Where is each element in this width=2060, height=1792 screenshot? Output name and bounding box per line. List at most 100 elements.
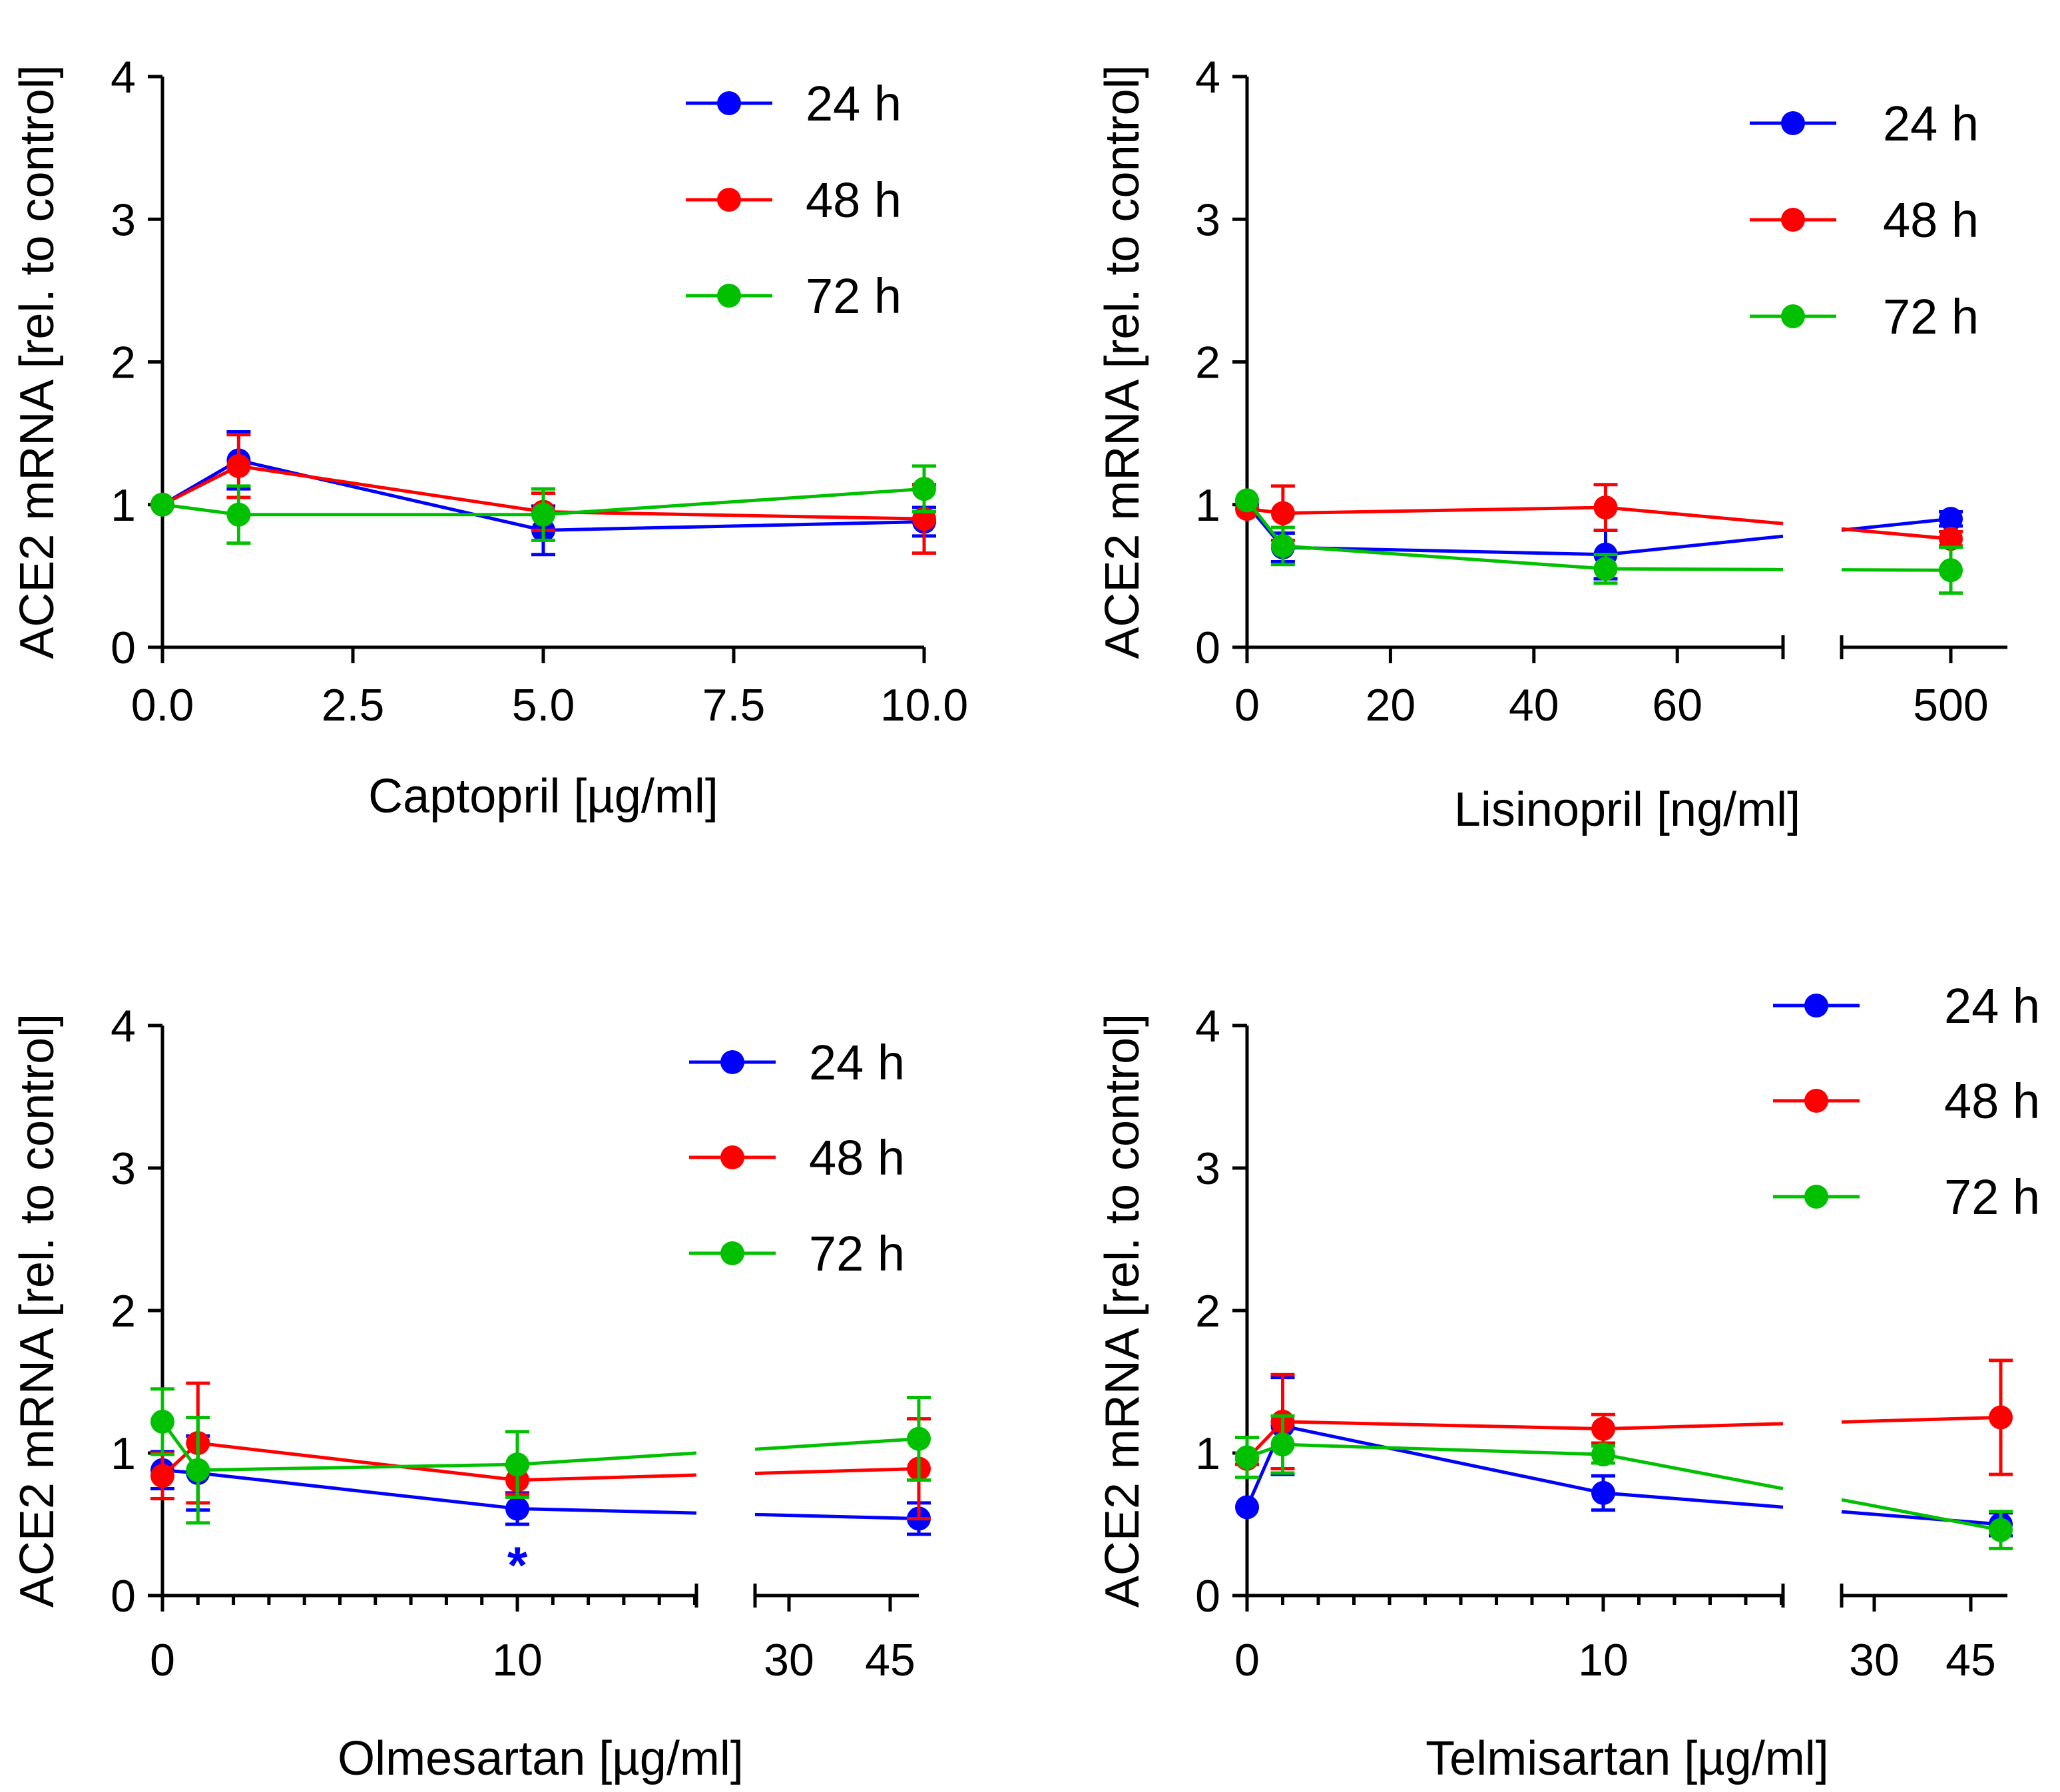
data-point (150, 1464, 174, 1488)
series-line (1605, 505, 1784, 525)
series-line (1841, 1416, 2001, 1424)
x-tick-label: 7.5 (702, 680, 766, 731)
y-tick-label: 4 (111, 1001, 136, 1051)
legend-marker (1804, 1185, 1828, 1209)
y-tick-label: 3 (111, 1143, 136, 1194)
series-line (754, 1512, 919, 1520)
x-tick-label: 2.5 (322, 680, 385, 731)
x-tick-label: 10 (492, 1635, 543, 1685)
series-72h (150, 1387, 931, 1525)
x-tick-label: 10.0 (880, 680, 968, 731)
series-line (1282, 505, 1606, 515)
legend-entry: 24 h (1944, 978, 2040, 1034)
series-line (198, 1462, 518, 1472)
data-point (912, 477, 936, 501)
legend-marker (720, 1241, 744, 1265)
x-tick-label: 0 (150, 1635, 175, 1685)
y-tick-label: 0 (111, 623, 136, 673)
series-line (1282, 1420, 1604, 1431)
legend-entry: 48 h (1883, 192, 1979, 248)
y-tick-label: 4 (1195, 52, 1220, 103)
significance-marker: * (507, 1536, 528, 1594)
series-line (198, 1471, 518, 1510)
y-tick-label: 2 (111, 338, 136, 388)
series-line (1841, 1510, 2001, 1526)
y-tick-label: 4 (1195, 1001, 1220, 1051)
data-point (505, 1452, 529, 1477)
series-48h (1235, 483, 1963, 551)
series-line (1282, 1424, 1604, 1495)
x-tick-label: 30 (1849, 1635, 1900, 1685)
y-axis-label: ACE2 mRNA [rel. to control] (1096, 65, 1149, 659)
data-point (1989, 1405, 2013, 1430)
data-point (907, 1426, 931, 1451)
x-tick-label: 45 (1945, 1635, 1996, 1685)
x-axis-label: Olmesartan [µg/ml] (338, 1732, 744, 1785)
chart-panel-olmesartan: 0 1 2 3 4 0 10 30 45 Olmesartan [µg/ml] ACE2 mRNA … (11, 1001, 931, 1785)
data-point (1235, 1495, 1259, 1520)
y-tick-label: 2 (1195, 338, 1220, 388)
y-tick-label: 1 (111, 1428, 136, 1479)
legend-marker (1804, 994, 1828, 1018)
legend: 24 h 48 h 72 h (686, 76, 901, 324)
data-point (1989, 1518, 2013, 1542)
legend-marker (717, 91, 741, 115)
y-tick-label: 1 (111, 480, 136, 531)
series-line (1282, 544, 1606, 571)
legend-entry: 72 h (1883, 289, 1979, 344)
series-line (198, 1441, 518, 1482)
data-point (1270, 1432, 1295, 1457)
legend-marker (1781, 208, 1805, 232)
data-point (1591, 1416, 1615, 1441)
data-point (505, 1496, 529, 1521)
x-tick-label: 500 (1913, 680, 1988, 731)
legend-marker (1781, 111, 1805, 135)
data-point (1591, 1442, 1615, 1467)
data-point (1939, 558, 1963, 583)
x-axis-label: Telmisartan [µg/ml] (1425, 1732, 1829, 1785)
data-point (226, 453, 251, 478)
legend-marker (1804, 1089, 1828, 1113)
legend-entry: 48 h (809, 1130, 905, 1185)
series-72h (1235, 1414, 2013, 1550)
legend-marker (717, 188, 741, 212)
data-point (1591, 1480, 1615, 1505)
series-line (1603, 1422, 1784, 1431)
data-point (1593, 495, 1618, 520)
legend-entry: 48 h (1944, 1073, 2040, 1129)
y-tick-label: 4 (111, 52, 136, 103)
legend: 24 h 48 h 72 h (1750, 96, 1979, 344)
y-axis-label: ACE2 mRNA [rel. to control] (1096, 1014, 1149, 1608)
series-72h (1235, 488, 1963, 595)
legend-marker (717, 284, 741, 308)
x-tick-label: 0.0 (131, 680, 194, 731)
data-point (531, 502, 555, 527)
y-tick-label: 3 (1195, 1143, 1220, 1194)
legend-entry: 72 h (1944, 1169, 2040, 1225)
legend-entry: 72 h (809, 1226, 905, 1281)
series-line (517, 1451, 697, 1466)
legend-entry: 72 h (806, 268, 901, 324)
series-line (1282, 1442, 1604, 1456)
data-point (186, 1458, 210, 1482)
series-line (1841, 1498, 2001, 1532)
y-tick-label: 1 (1195, 1428, 1220, 1479)
x-axis-label: Captopril [µg/ml] (368, 770, 718, 823)
series-line (1605, 534, 1784, 557)
series-line (754, 1467, 919, 1476)
series-line (517, 1506, 697, 1515)
y-axis-label: ACE2 mRNA [rel. to control] (11, 1014, 64, 1608)
series-line (754, 1437, 919, 1451)
chart-panel-telmisartan: 0 1 2 3 4 0 10 30 45 Telmisartan [µg/ml] ACE2 mRNA… (1096, 978, 2040, 1785)
y-tick-label: 0 (1195, 1571, 1220, 1622)
y-tick-label: 2 (1195, 1286, 1220, 1337)
series-line (1841, 568, 1951, 572)
data-point (150, 1409, 174, 1434)
legend-entry: 48 h (806, 172, 901, 228)
y-tick-label: 0 (111, 1571, 136, 1622)
legend-marker (1781, 304, 1805, 328)
series-line (1603, 1452, 1784, 1490)
series-72h (150, 464, 936, 545)
